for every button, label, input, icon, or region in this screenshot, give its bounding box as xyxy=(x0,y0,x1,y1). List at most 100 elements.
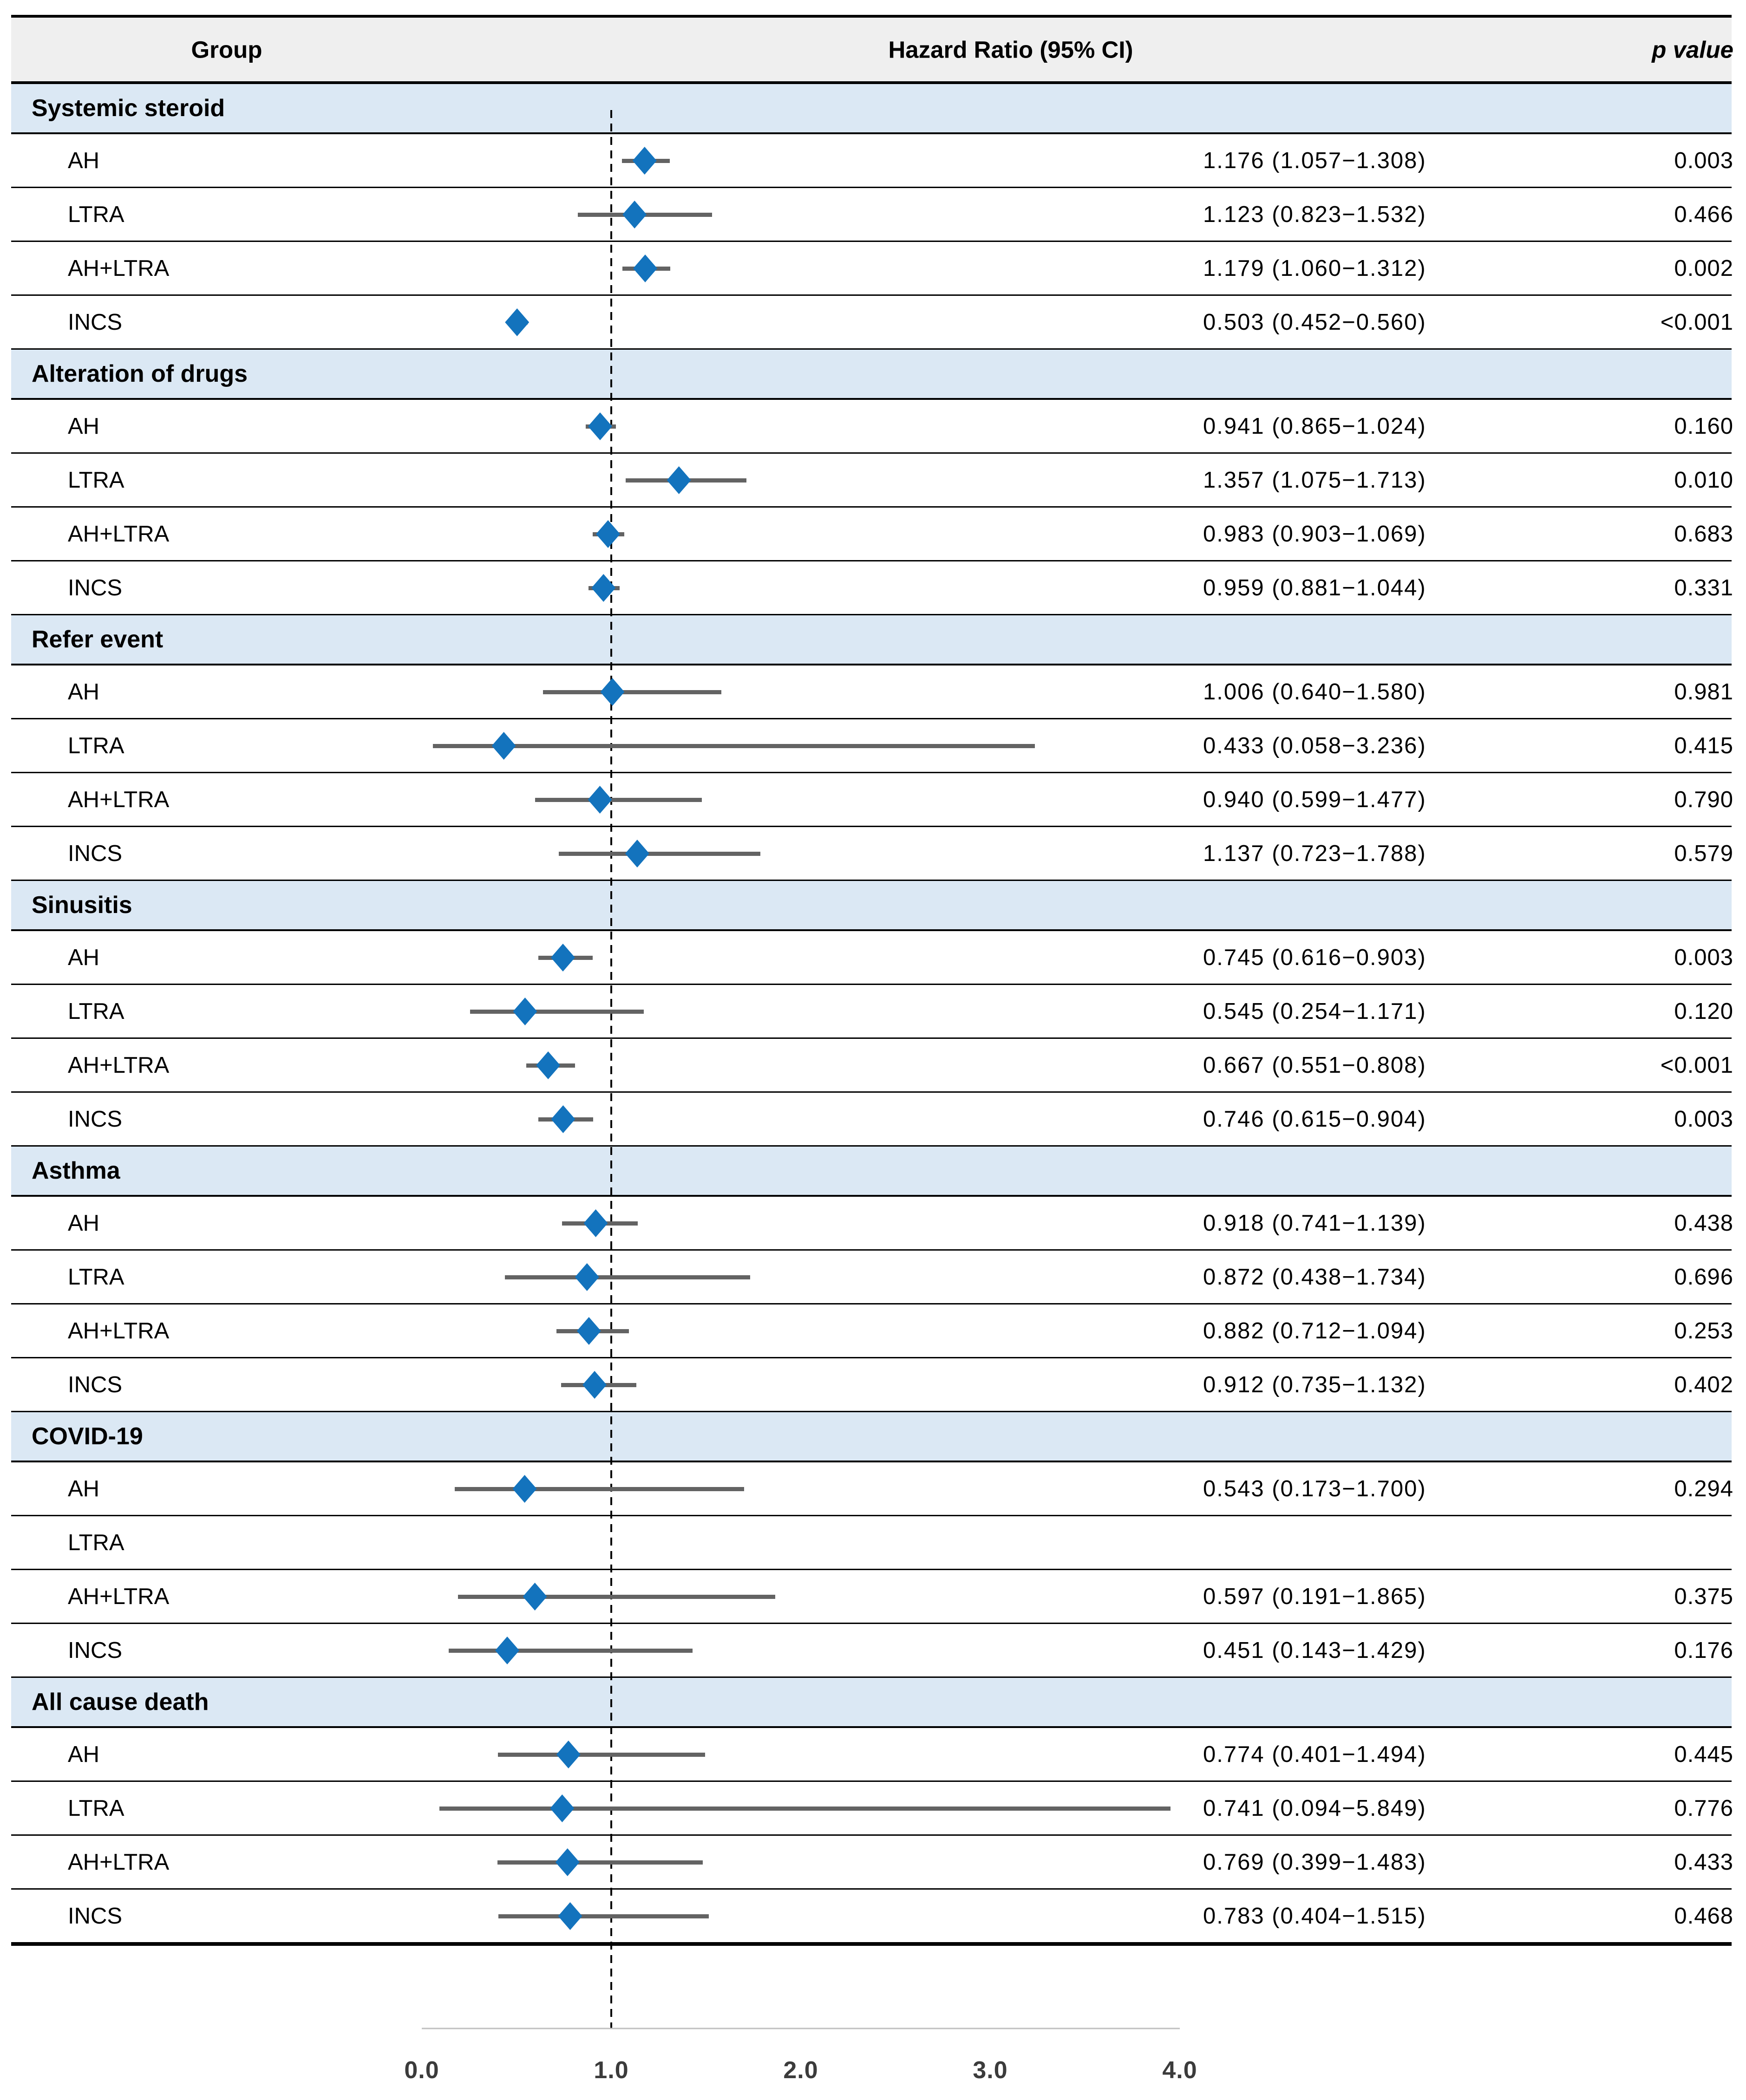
row-group-label: LTRA xyxy=(68,202,124,227)
p-value-text: <0.001 xyxy=(1660,1052,1733,1078)
row-group-label: AH xyxy=(68,1741,100,1767)
top-border xyxy=(11,15,1732,18)
row-group-label: INCS xyxy=(68,1903,123,1929)
row-group-label: LTRA xyxy=(68,733,124,758)
data-row: LTRA 0.872 (0.438−1.734) 0.696 xyxy=(11,1251,1733,1304)
row-group-label: AH xyxy=(68,148,100,173)
hr-ci-text: 0.941 (0.865−1.024) xyxy=(1203,413,1426,439)
data-row: AH+LTRA 0.667 (0.551−0.808) <0.001 xyxy=(11,1039,1733,1093)
p-value-text: 0.331 xyxy=(1674,575,1733,600)
hr-ci-text: 1.006 (0.640−1.580) xyxy=(1203,679,1426,704)
data-row: AH 0.745 (0.616−0.903) 0.003 xyxy=(11,931,1733,985)
row-group-label: LTRA xyxy=(68,1264,124,1290)
p-value-text: 0.683 xyxy=(1674,521,1733,547)
hr-ci-text: 0.503 (0.452−0.560) xyxy=(1203,309,1426,335)
data-row: LTRA 0.545 (0.254−1.171) 0.120 xyxy=(11,985,1733,1039)
section-band: Systemic steroid xyxy=(11,84,1732,134)
section-label: Asthma xyxy=(32,1157,120,1184)
hr-ci-text: 1.357 (1.075−1.713) xyxy=(1203,467,1426,493)
p-value-text: 0.002 xyxy=(1674,255,1733,281)
data-row: AH 1.006 (0.640−1.580) 0.981 xyxy=(11,665,1733,719)
row-group-label: AH xyxy=(68,1210,100,1236)
x-tick-label: 1.0 xyxy=(594,2057,629,2084)
hr-ci-text: 0.774 (0.401−1.494) xyxy=(1203,1741,1426,1767)
p-value-text: 0.003 xyxy=(1674,945,1733,970)
p-value-text: 0.375 xyxy=(1674,1584,1733,1609)
row-group-label: AH xyxy=(68,413,100,439)
p-value-text: 0.790 xyxy=(1674,787,1733,812)
hr-ci-text: 0.769 (0.399−1.483) xyxy=(1203,1849,1426,1875)
data-row: INCS 0.959 (0.881−1.044) 0.331 xyxy=(11,561,1733,615)
hr-ci-text: 0.741 (0.094−5.849) xyxy=(1203,1795,1426,1821)
hr-ci-text: 0.745 (0.616−0.903) xyxy=(1203,945,1426,970)
x-tick-label: 2.0 xyxy=(783,2057,818,2084)
x-tick-label: 3.0 xyxy=(973,2057,1008,2084)
row-group-label: AH+LTRA xyxy=(68,1584,170,1609)
p-value-text: 0.402 xyxy=(1674,1372,1733,1397)
row-group-label: INCS xyxy=(68,1637,123,1663)
x-tick-label: 0.0 xyxy=(404,2057,439,2084)
section-label: Refer event xyxy=(32,626,163,653)
section-band: Sinusitis xyxy=(11,881,1732,931)
p-value-text: 0.579 xyxy=(1674,841,1733,866)
data-row: AH+LTRA 0.983 (0.903−1.069) 0.683 xyxy=(11,508,1733,561)
hr-ci-text: 0.543 (0.173−1.700) xyxy=(1203,1476,1426,1501)
hr-ci-text: 0.882 (0.712−1.094) xyxy=(1203,1318,1426,1343)
row-group-label: INCS xyxy=(68,309,123,335)
row-group-label: AH+LTRA xyxy=(68,1318,170,1343)
data-row: LTRA xyxy=(11,1516,1732,1570)
p-value-text: 0.294 xyxy=(1674,1476,1733,1501)
data-row: INCS 0.451 (0.143−1.429) 0.176 xyxy=(11,1624,1733,1678)
row-group-label: AH+LTRA xyxy=(68,1849,170,1875)
section-band: Refer event xyxy=(11,615,1732,665)
hr-ci-text: 1.137 (0.723−1.788) xyxy=(1203,841,1426,866)
p-value-text: 0.120 xyxy=(1674,998,1733,1024)
p-value-text: 0.438 xyxy=(1674,1210,1733,1236)
hr-ci-text: 0.746 (0.615−0.904) xyxy=(1203,1106,1426,1132)
hr-ci-text: 0.940 (0.599−1.477) xyxy=(1203,787,1426,812)
section-band: All cause death xyxy=(11,1678,1732,1728)
p-value-text: <0.001 xyxy=(1660,309,1733,335)
row-group-label: LTRA xyxy=(68,467,124,493)
row-group-label: AH xyxy=(68,945,100,970)
column-header-p-value: p value xyxy=(1652,36,1733,63)
data-row: AH 1.176 (1.057−1.308) 0.003 xyxy=(11,134,1733,188)
data-row: AH 0.941 (0.865−1.024) 0.160 xyxy=(11,400,1733,454)
row-group-label: LTRA xyxy=(68,1795,124,1821)
hr-ci-text: 0.959 (0.881−1.044) xyxy=(1203,575,1426,600)
row-group-label: AH xyxy=(68,679,100,704)
p-value-text: 0.160 xyxy=(1674,413,1733,439)
data-row: LTRA 1.123 (0.823−1.532) 0.466 xyxy=(11,188,1733,242)
data-row: LTRA 0.433 (0.058−3.236) 0.415 xyxy=(11,719,1733,773)
p-value-text: 0.981 xyxy=(1674,679,1733,704)
column-header-group: Group xyxy=(191,36,262,63)
hr-ci-text: 1.176 (1.057−1.308) xyxy=(1203,148,1426,173)
row-group-label: AH xyxy=(68,1476,100,1501)
p-value-text: 0.010 xyxy=(1674,467,1733,493)
row-group-label: INCS xyxy=(68,1106,123,1132)
hr-ci-text: 1.123 (0.823−1.532) xyxy=(1203,202,1426,227)
row-group-label: INCS xyxy=(68,841,123,866)
x-tick-label: 4.0 xyxy=(1162,2057,1197,2084)
data-row: AH 0.774 (0.401−1.494) 0.445 xyxy=(11,1728,1733,1782)
p-value-text: 0.468 xyxy=(1674,1903,1733,1929)
hr-ci-text: 0.545 (0.254−1.171) xyxy=(1203,998,1426,1024)
hr-ci-text: 0.918 (0.741−1.139) xyxy=(1203,1210,1426,1236)
p-value-text: 0.466 xyxy=(1674,202,1733,227)
data-row: INCS 0.783 (0.404−1.515) 0.468 xyxy=(11,1890,1733,1943)
data-row: AH 0.543 (0.173−1.700) 0.294 xyxy=(11,1462,1733,1516)
p-value-text: 0.176 xyxy=(1674,1637,1733,1663)
data-row: AH 0.918 (0.741−1.139) 0.438 xyxy=(11,1197,1733,1251)
p-value-text: 0.696 xyxy=(1674,1264,1733,1290)
data-row: AH+LTRA 0.597 (0.191−1.865) 0.375 xyxy=(11,1570,1733,1624)
p-value-text: 0.445 xyxy=(1674,1741,1733,1767)
data-row: LTRA 1.357 (1.075−1.713) 0.010 xyxy=(11,454,1733,508)
section-band: Alteration of drugs xyxy=(11,350,1732,400)
data-row: INCS 0.912 (0.735−1.132) 0.402 xyxy=(11,1358,1733,1412)
row-group-label: LTRA xyxy=(68,1530,124,1555)
hr-ci-text: 0.451 (0.143−1.429) xyxy=(1203,1637,1426,1663)
hr-ci-text: 0.667 (0.551−0.808) xyxy=(1203,1052,1426,1078)
section-label: Sinusitis xyxy=(32,892,132,919)
section-label: All cause death xyxy=(32,1689,209,1715)
